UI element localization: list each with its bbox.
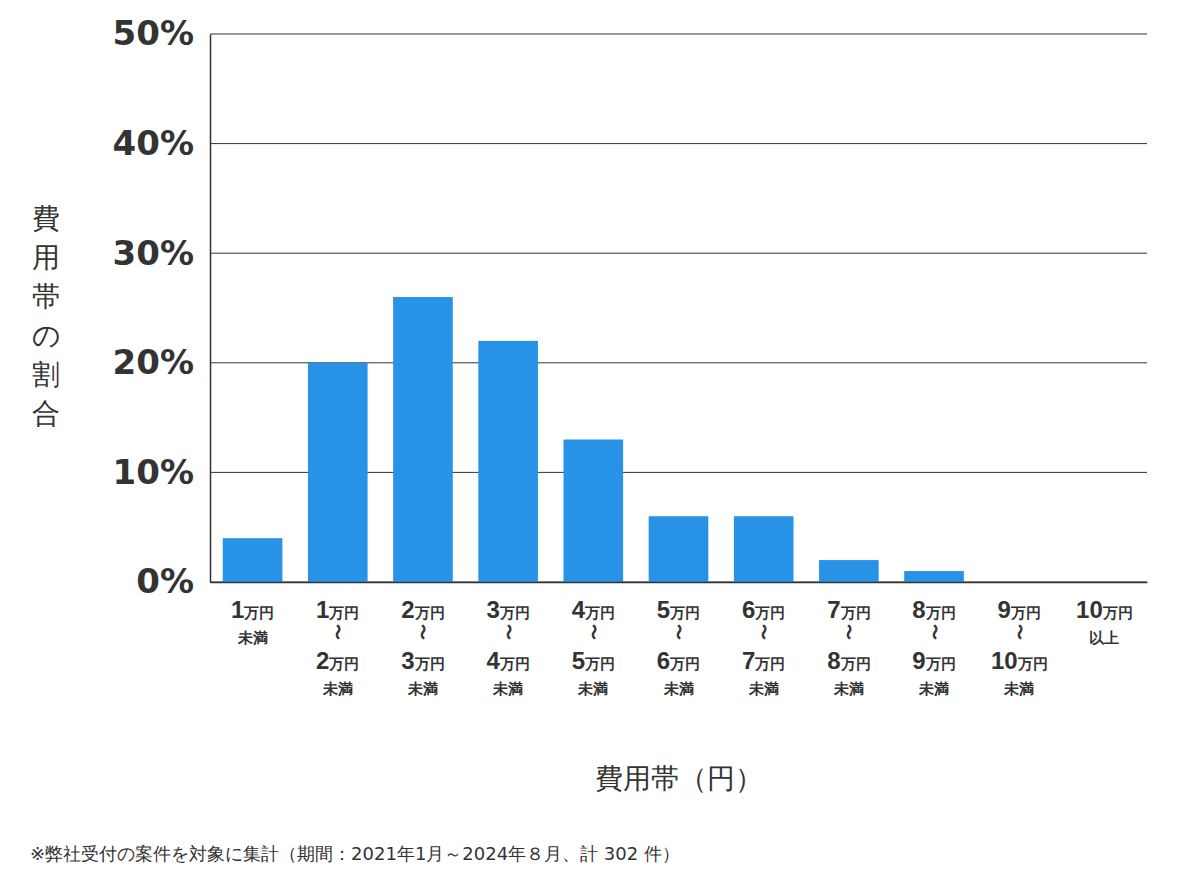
x-tick-label: 9万円 bbox=[912, 647, 955, 674]
x-tick-label: 1万円 bbox=[316, 596, 359, 623]
x-tick: 1万円未満 bbox=[231, 582, 274, 646]
x-tick: 10万円以上 bbox=[1076, 582, 1133, 646]
x-tick-label: 〜 bbox=[926, 624, 943, 640]
x-tick-label: 5万円 bbox=[572, 647, 615, 674]
x-tick-label: 4万円 bbox=[572, 596, 615, 623]
y-tick-label: 30% bbox=[113, 233, 194, 273]
x-tick-label: 6万円 bbox=[742, 596, 785, 623]
x-tick-label: 以上 bbox=[1089, 629, 1119, 646]
x-tick-label: 〜 bbox=[329, 624, 346, 640]
y-axis-line bbox=[210, 35, 212, 583]
y-tick: 10% bbox=[113, 452, 210, 492]
x-tick-label: 未満 bbox=[918, 680, 949, 697]
bar bbox=[734, 516, 794, 582]
x-tick-label: 〜 bbox=[755, 624, 772, 640]
x-tick-label: 3万円 bbox=[486, 596, 529, 623]
y-tick: 40% bbox=[113, 123, 210, 163]
y-axis-title: 費用帯の割合 bbox=[32, 202, 61, 430]
grid-line bbox=[210, 253, 1147, 254]
y-tick-label: 20% bbox=[113, 342, 194, 382]
y-tick: 0% bbox=[136, 561, 210, 601]
x-tick-label: 〜 bbox=[840, 624, 857, 640]
x-tick-label: 6万円 bbox=[657, 647, 700, 674]
x-tick-label: 〜 bbox=[1011, 624, 1028, 640]
x-tick-label: 10万円 bbox=[1076, 596, 1133, 623]
x-tick-label: 未満 bbox=[577, 680, 608, 697]
bar bbox=[478, 341, 538, 582]
y-tick-label: 50% bbox=[113, 13, 194, 53]
x-tick-label: 未満 bbox=[833, 680, 864, 697]
y-tick-label: 0% bbox=[136, 561, 194, 601]
chart: 0%10%20%30%40%50%1万円未満1万円〜2万円未満2万円〜3万円未満… bbox=[0, 0, 1200, 874]
bar bbox=[904, 571, 964, 582]
x-tick-label: 1万円 bbox=[231, 596, 274, 623]
x-tick-label: 〜 bbox=[585, 624, 602, 640]
y-tick: 50% bbox=[113, 13, 210, 53]
annotation: ※弊社受付の案件を対象に集計（期間：2021年1月～2024年８月、計 302 … bbox=[30, 843, 680, 864]
x-tick: 5万円〜 6万円未満 bbox=[657, 582, 700, 697]
bar bbox=[819, 560, 879, 582]
x-tick-label: 2万円 bbox=[316, 647, 359, 674]
x-tick: 4万円〜 5万円未満 bbox=[572, 582, 615, 697]
y-axis: 0% 10% 20% 30% 40% 50% bbox=[113, 13, 211, 601]
grid bbox=[210, 34, 1147, 582]
x-tick: 3万円〜 4万円未満 bbox=[486, 582, 529, 697]
y-tick: 20% bbox=[113, 342, 210, 382]
x-tick-label: 8万円 bbox=[912, 596, 955, 623]
grid-line bbox=[210, 34, 1147, 35]
x-tick: 7万円〜 8万円未満 bbox=[827, 582, 870, 697]
x-tick-label: 7万円 bbox=[827, 596, 870, 623]
x-tick: 9万円〜 10万円未満 bbox=[991, 582, 1048, 697]
x-tick-label: 8万円 bbox=[827, 647, 870, 674]
x-tick-label: 未満 bbox=[237, 629, 268, 646]
x-tick-label: 10万円 bbox=[991, 647, 1048, 674]
x-tick-label: 5万円 bbox=[657, 596, 700, 623]
x-tick-label: 2万円 bbox=[401, 596, 444, 623]
x-tick-label: 未満 bbox=[407, 680, 438, 697]
x-tick-label: 未満 bbox=[1003, 680, 1034, 697]
y-tick-label: 10% bbox=[113, 452, 194, 492]
bar bbox=[308, 363, 368, 582]
x-tick-label: 未満 bbox=[322, 680, 353, 697]
x-tick-label: 未満 bbox=[492, 680, 523, 697]
x-axis-line bbox=[211, 582, 1148, 584]
x-tick-label: 〜 bbox=[670, 624, 687, 640]
x-tick-label: 4万円 bbox=[486, 647, 529, 674]
y-tick: 30% bbox=[113, 233, 210, 273]
bar bbox=[393, 297, 453, 582]
x-tick: 2万円〜 3万円未満 bbox=[401, 582, 444, 697]
bar bbox=[223, 538, 283, 582]
x-axis: 1万円未満1万円〜2万円未満2万円〜3万円未満3万円〜4万円未満4万円〜5万円未… bbox=[211, 582, 1148, 697]
grid-line bbox=[210, 143, 1147, 144]
bar bbox=[649, 516, 709, 582]
x-tick-label: 9万円 bbox=[998, 596, 1041, 623]
x-tick-label: 3万円 bbox=[401, 647, 444, 674]
x-tick-label: 未満 bbox=[748, 680, 779, 697]
x-tick-label: 〜 bbox=[500, 624, 517, 640]
bars bbox=[223, 297, 964, 582]
x-tick-label: 7万円 bbox=[742, 647, 785, 674]
x-tick: 6万円〜 7万円未満 bbox=[742, 582, 785, 697]
x-axis-title: 費用帯（円） bbox=[595, 762, 763, 795]
x-tick: 1万円〜 2万円未満 bbox=[316, 582, 359, 697]
y-tick-label: 40% bbox=[113, 123, 194, 163]
bar bbox=[564, 440, 624, 582]
x-tick-label: 未満 bbox=[663, 680, 694, 697]
x-tick: 8万円〜 9万円未満 bbox=[912, 582, 955, 697]
x-tick-label: 〜 bbox=[414, 624, 431, 640]
